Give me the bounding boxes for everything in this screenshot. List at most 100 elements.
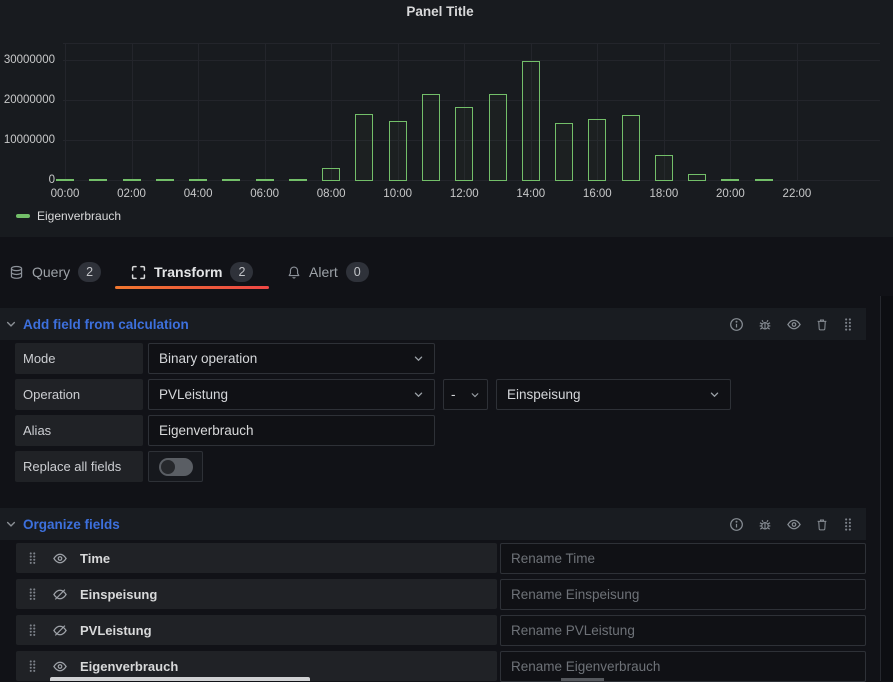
gridline [597,43,599,181]
eye-icon[interactable] [786,317,802,332]
grip-icon[interactable] [842,317,854,332]
gridline [331,43,333,181]
drag-handle-icon[interactable] [27,587,38,601]
rename-field-input[interactable] [500,579,866,610]
panel-editor-tabs: Query 2 Transform 2 Alert 0 [0,255,881,290]
chevron-down-icon [413,389,424,400]
bar-19:00 [688,174,707,181]
field-name: Eigenverbrauch [80,658,179,674]
bar-16:00 [588,119,607,181]
active-tab-underline [115,285,269,289]
bar-12:00 [455,107,474,181]
gridline [63,140,880,141]
drag-handle-icon[interactable] [27,623,38,637]
field-row-pvleistung[interactable]: PVLeistung [16,615,497,645]
field-row-eigenverbrauch[interactable]: Eigenverbrauch [16,651,497,681]
rename-field-input[interactable] [500,615,866,646]
x-axis-tick-label: 10:00 [383,188,413,200]
eye-icon[interactable] [52,551,68,566]
gridline [63,60,880,61]
toggle-knob [160,459,175,474]
drag-handle-icon[interactable] [27,551,38,565]
y-axis-tick-label: 20000000 [3,93,55,106]
bar-04:00 [189,179,208,181]
legend-series-label[interactable]: Eigenverbrauch [37,209,122,223]
gridline [663,43,665,181]
x-axis-tick-label: 06:00 [250,188,279,200]
chevron-down-icon[interactable] [5,518,17,530]
field-name: Einspeisung [80,586,158,602]
panel-title[interactable]: Panel Title [406,4,474,19]
eye-icon[interactable] [52,659,68,674]
operation-right-select[interactable]: Einspeisung [496,379,731,410]
chevron-down-icon [709,389,720,400]
replace-all-fields-toggle[interactable] [148,451,203,482]
operation-operator-value: - [451,387,456,402]
gridline [198,43,200,181]
info-icon[interactable] [729,517,744,532]
bug-icon[interactable] [757,517,773,532]
bar-06:00 [255,179,274,181]
replace-all-fields-label: Replace all fields [15,451,143,482]
bottom-scrollbar-thumb[interactable] [561,678,604,681]
bug-icon[interactable] [757,317,773,332]
alias-label: Alias [15,415,143,446]
bar-18:00 [654,155,673,181]
trash-icon[interactable] [815,317,829,332]
x-axis-tick-label: 16:00 [582,188,612,200]
chevron-down-icon [413,353,424,364]
database-icon [9,265,24,280]
trash-icon[interactable] [815,517,829,532]
alias-input[interactable] [148,415,435,446]
bar-20:00 [721,179,740,181]
eye-off-icon[interactable] [52,623,68,638]
bar-03:00 [155,179,174,181]
bar-10:00 [388,121,407,181]
gridline [464,43,466,181]
legend-series-color [16,214,30,218]
bar-11:00 [421,94,440,181]
tab-query[interactable]: Query 2 [0,255,117,289]
x-axis-tick-label: 08:00 [316,188,346,200]
field-name: Time [80,550,111,566]
x-axis-tick-label: 02:00 [117,188,146,200]
eye-icon[interactable] [786,517,802,532]
gridline [397,43,399,181]
bar-05:00 [222,179,241,181]
rename-field-input[interactable] [500,543,866,574]
section-organize-title[interactable]: Organize fields [23,516,120,532]
gridline [730,43,732,181]
scrollbar-track[interactable] [880,296,881,681]
bar-00:00 [56,179,74,181]
grip-icon[interactable] [842,517,854,532]
bar-14:00 [521,61,540,181]
bar-01:00 [89,179,108,181]
legend[interactable]: Eigenverbrauch [16,209,121,223]
bar-chart-plot[interactable] [56,43,880,181]
operation-left-select[interactable]: PVLeistung [148,379,435,410]
gridline [796,43,798,181]
chevron-down-icon[interactable] [5,318,17,330]
tab-alert[interactable]: Alert 0 [271,255,385,289]
field-name: PVLeistung [80,622,152,638]
mode-select[interactable]: Binary operation [148,343,435,374]
eye-off-icon[interactable] [52,587,68,602]
field-row-time[interactable]: Time [16,543,497,573]
tab-transform[interactable]: Transform 2 [115,255,269,289]
section-action-icons [729,317,866,332]
rename-field-input[interactable] [500,651,866,682]
y-axis-tick-label: 30000000 [3,53,55,66]
operation-operator-select[interactable]: - [443,379,488,410]
info-icon[interactable] [729,317,744,332]
section-add-field-title[interactable]: Add field from calculation [23,316,189,332]
bar-09:00 [355,114,374,181]
x-axis-tick-label: 14:00 [516,188,546,200]
section-add-field-header[interactable]: Add field from calculation [0,308,866,340]
drag-handle-icon[interactable] [27,659,38,673]
section-organize-header[interactable]: Organize fields [0,508,866,540]
gridline [63,43,880,44]
field-row-einspeisung[interactable]: Einspeisung [16,579,497,609]
operation-label: Operation [15,379,143,410]
gridline [131,43,133,181]
bar-15:00 [555,123,574,181]
